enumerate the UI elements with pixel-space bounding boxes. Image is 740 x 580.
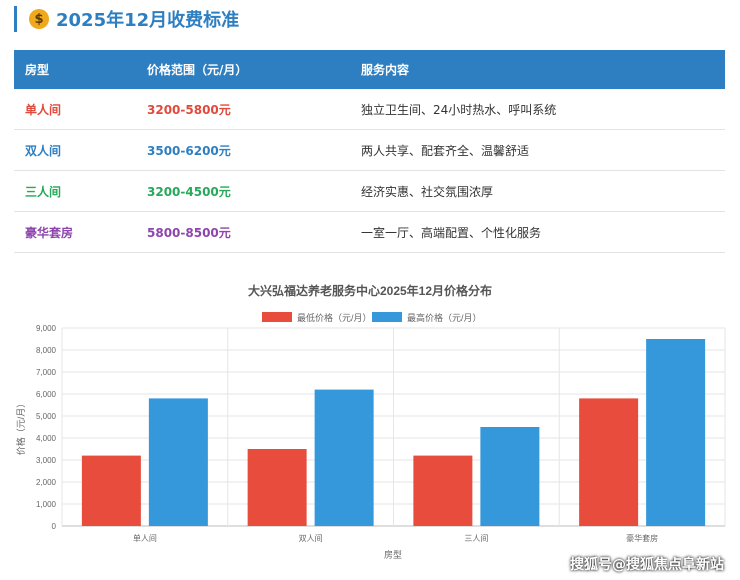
legend-swatch-min (262, 312, 292, 322)
room-type-cell: 双人间 (14, 129, 147, 171)
bar-max-0[interactable] (148, 398, 208, 526)
chart-legend: 最低价格（元/月） 最高价格（元/月） (262, 312, 482, 323)
bar-max-1[interactable] (314, 389, 374, 526)
price-distribution-chart: 大兴弘福达养老服务中心2025年12月价格分布 最低价格（元/月） 最高价格（元… (15, 283, 726, 560)
service-cell: 经济实惠、社交氛围浓厚 (361, 170, 725, 212)
chart-bars (81, 339, 706, 526)
x-axis: 单人间 双人间 三人间 豪华套房 (133, 533, 658, 543)
service-cell: 独立卫生间、24小时热水、呼叫系统 (361, 89, 725, 130)
money-bag-icon: $ (29, 9, 49, 29)
watermark: 搜狐号@搜狐焦点阜新站 (570, 557, 724, 573)
bar-min-1[interactable] (247, 449, 307, 526)
table-row: 双人间 3500-6200元 两人共享、配套齐全、温馨舒适 (14, 129, 725, 171)
x-tick-label: 双人间 (299, 534, 323, 543)
y-axis: 0 1,000 2,000 3,000 4,000 5,000 6,000 7,000 8,00… (36, 324, 57, 531)
legend-swatch-max (372, 312, 402, 322)
table-header-row: 房型 价格范围（元/月） 服务内容 (14, 50, 725, 89)
y-tick-label: 5,000 (36, 412, 57, 421)
price-cell: 3500-6200元 (147, 129, 361, 171)
column-header-service: 服务内容 (361, 63, 410, 77)
y-tick-label: 9,000 (36, 324, 57, 333)
room-type-cell: 豪华套房 (14, 211, 147, 253)
table-row: 豪华套房 5800-8500元 一室一厅、高端配置、个性化服务 (14, 211, 725, 253)
y-tick-label: 8,000 (36, 346, 57, 355)
chart-title: 大兴弘福达养老服务中心2025年12月价格分布 (248, 283, 492, 298)
x-tick-label: 单人间 (133, 533, 157, 543)
section-header: $ 2025年12月收费标准 (14, 6, 239, 32)
bar-min-0[interactable] (81, 455, 141, 526)
column-header-price: 价格范围（元/月） (147, 63, 248, 77)
y-tick-label: 3,000 (36, 456, 57, 465)
y-tick-label: 0 (52, 522, 57, 531)
bar-max-3[interactable] (646, 339, 706, 526)
x-tick-label: 豪华套房 (626, 533, 658, 543)
column-header-room-type: 房型 (25, 63, 50, 77)
y-tick-label: 7,000 (36, 368, 57, 377)
bar-max-2[interactable] (480, 427, 540, 526)
y-tick-label: 4,000 (36, 434, 57, 443)
table-row: 三人间 3200-4500元 经济实惠、社交氛围浓厚 (14, 170, 725, 212)
price-cell: 3200-5800元 (147, 89, 361, 130)
bar-min-3[interactable] (579, 398, 639, 526)
y-axis-label: 价格（元/月） (15, 399, 26, 456)
table-row: 单人间 3200-5800元 独立卫生间、24小时热水、呼叫系统 (14, 89, 725, 130)
price-cell: 5800-8500元 (147, 211, 361, 253)
legend-label-min[interactable]: 最低价格（元/月） (297, 312, 372, 323)
service-cell: 两人共享、配套齐全、温馨舒适 (361, 129, 725, 171)
room-type-cell: 三人间 (14, 170, 147, 212)
y-tick-label: 6,000 (36, 390, 57, 399)
x-axis-label: 房型 (384, 549, 402, 560)
room-type-cell: 单人间 (14, 89, 147, 130)
price-table: 房型 价格范围（元/月） 服务内容 单人间 3200-5800元 独立卫生间、2… (14, 50, 725, 253)
y-tick-label: 2,000 (36, 478, 57, 487)
service-cell: 一室一厅、高端配置、个性化服务 (361, 211, 725, 253)
x-tick-label: 三人间 (464, 534, 488, 543)
page-title: 2025年12月收费标准 (56, 10, 240, 31)
legend-label-max[interactable]: 最高价格（元/月） (407, 312, 482, 323)
bar-min-2[interactable] (413, 455, 473, 526)
header-accent-bar (14, 6, 17, 32)
y-tick-label: 1,000 (36, 500, 57, 509)
price-cell: 3200-4500元 (147, 170, 361, 212)
